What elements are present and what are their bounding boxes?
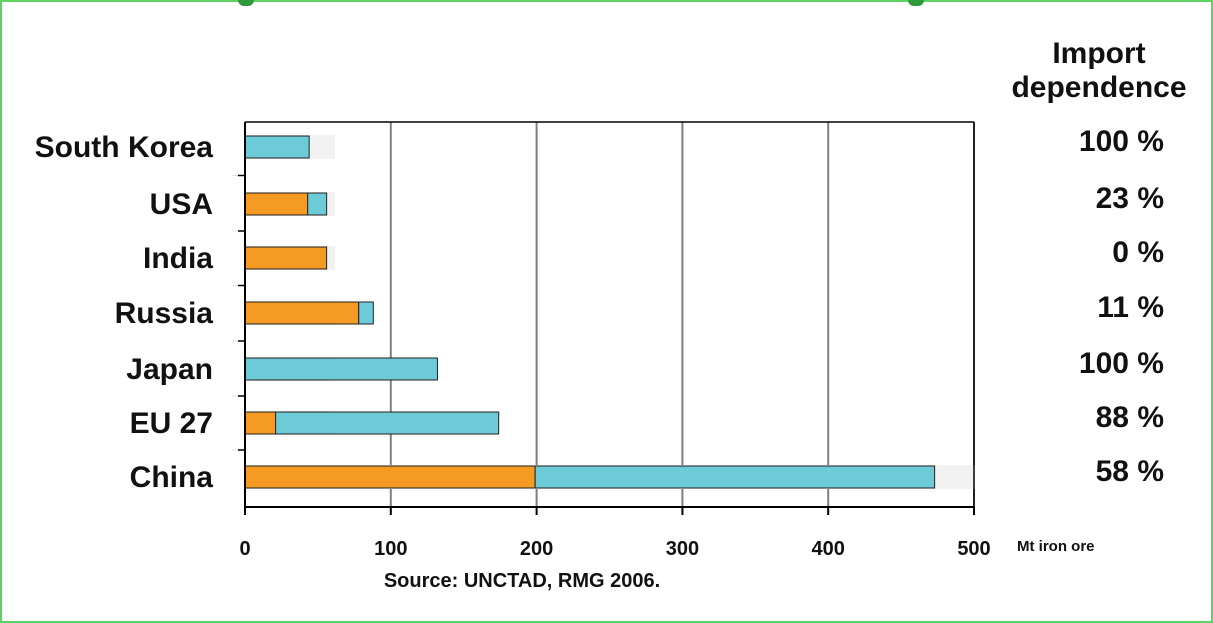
bar-usa-s1 bbox=[308, 193, 327, 215]
category-label-eu-27: EU 27 bbox=[130, 407, 213, 440]
x-tick-label-500: 500 bbox=[957, 538, 990, 560]
bar-china-s1 bbox=[535, 466, 934, 488]
category-label-india: India bbox=[143, 242, 213, 275]
bar-eu-27-s1 bbox=[276, 412, 499, 434]
bar-south-korea-s1 bbox=[245, 136, 309, 158]
x-tick-label-400: 400 bbox=[812, 538, 845, 560]
import-dependence-usa: 23 % bbox=[1096, 182, 1164, 215]
import-dependence-header-line2: dependence bbox=[1011, 71, 1186, 104]
x-tick-label-0: 0 bbox=[239, 538, 250, 560]
bar-usa-s0 bbox=[245, 193, 308, 215]
bar-russia-s0 bbox=[245, 302, 359, 324]
bar-china-s0 bbox=[245, 466, 535, 488]
category-label-russia: Russia bbox=[115, 297, 214, 330]
category-label-usa: USA bbox=[150, 188, 213, 221]
import-dependence-china: 58 % bbox=[1096, 455, 1164, 488]
bar-russia-s1 bbox=[359, 302, 374, 324]
bar-india-s0 bbox=[245, 247, 327, 269]
import-dependence-russia: 11 % bbox=[1097, 291, 1164, 324]
category-label-china: China bbox=[130, 461, 214, 494]
x-tick-label-100: 100 bbox=[374, 538, 407, 560]
labels: Import dependence Mt iron ore Source: UN… bbox=[35, 37, 1187, 592]
import-dependence-india: 0 % bbox=[1112, 236, 1164, 269]
x-axis-unit-label: Mt iron ore bbox=[1017, 538, 1095, 555]
x-tick-label-200: 200 bbox=[520, 538, 553, 560]
import-dependence-eu-27: 88 % bbox=[1096, 401, 1164, 434]
import-dependence-south-korea: 100 % bbox=[1079, 125, 1164, 158]
category-label-south-korea: South Korea bbox=[35, 131, 214, 164]
category-label-japan: Japan bbox=[126, 353, 213, 386]
import-dependence-japan: 100 % bbox=[1079, 347, 1164, 380]
bar-japan-s1 bbox=[245, 358, 437, 380]
bar-eu-27-s0 bbox=[245, 412, 276, 434]
x-tick-label-300: 300 bbox=[666, 538, 699, 560]
source-note: Source: UNCTAD, RMG 2006. bbox=[384, 570, 660, 592]
bars bbox=[245, 136, 935, 488]
import-dependence-header-line1: Import bbox=[1052, 37, 1145, 70]
axes: 0 100 200 300 400 500 bbox=[238, 122, 991, 560]
